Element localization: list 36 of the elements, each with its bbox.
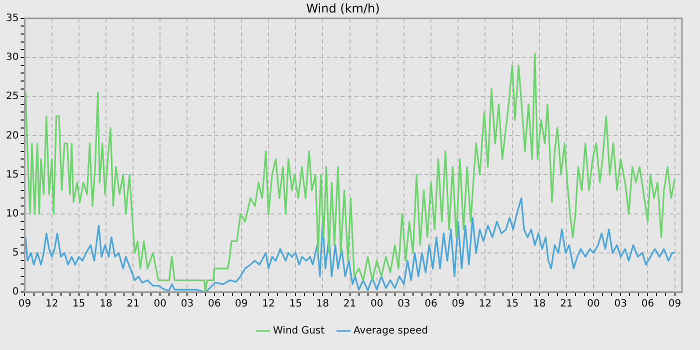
- x-tick-label: 12: [478, 298, 492, 310]
- x-tick-label: 06: [424, 298, 438, 310]
- legend-label: Average speed: [354, 326, 428, 337]
- y-tick-label: 10: [6, 208, 19, 220]
- y-tick-label: 0: [12, 286, 19, 298]
- x-tick-label: 18: [532, 298, 546, 310]
- x-tick-label: 15: [289, 298, 302, 310]
- x-tick-label: 21: [126, 298, 140, 310]
- y-tick-label: 25: [6, 91, 19, 102]
- x-tick-label: 21: [560, 298, 573, 310]
- x-tick-label: 00: [154, 298, 167, 310]
- x-tick-label: 15: [506, 298, 519, 310]
- x-tick-label: 12: [262, 298, 275, 310]
- y-tick-label: 20: [6, 130, 19, 142]
- x-tick-label: 03: [180, 298, 194, 310]
- x-tick-label: 18: [316, 298, 330, 310]
- legend-label: Wind Gust: [273, 326, 325, 337]
- x-tick-label: 06: [208, 298, 221, 310]
- x-tick-label: 09: [235, 298, 248, 310]
- x-tick-label: 09: [452, 298, 464, 310]
- y-tick-label: 35: [6, 12, 19, 24]
- y-tick-label: 30: [6, 52, 19, 64]
- y-tick-label: 5: [12, 248, 19, 259]
- x-tick-label: 03: [398, 298, 410, 310]
- x-tick-label: 15: [72, 298, 86, 310]
- x-tick-label: 00: [587, 298, 600, 310]
- x-tick-label: 12: [45, 298, 58, 310]
- x-tick-label: 21: [343, 298, 356, 310]
- x-tick-label: 00: [370, 298, 384, 310]
- x-tick-label: 06: [641, 298, 654, 310]
- x-tick-label: 03: [614, 298, 627, 310]
- chart-title: Wind (km/h): [306, 1, 380, 16]
- x-tick-label: 09: [18, 298, 32, 310]
- x-tick-label: 09: [668, 298, 682, 310]
- y-tick-label: 15: [6, 169, 19, 180]
- x-tick-label: 18: [100, 298, 112, 310]
